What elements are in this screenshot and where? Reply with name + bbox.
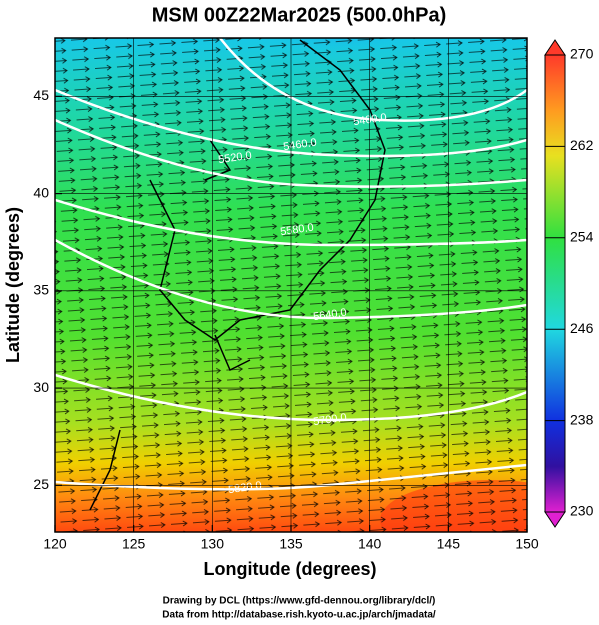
y-axis-label: Latitude (degrees) xyxy=(3,207,23,363)
credit: Data from http://database.rish.kyoto-u.a… xyxy=(162,610,436,621)
colorbar xyxy=(544,54,566,513)
coastline xyxy=(89,39,386,511)
contour-label: 5400.0 xyxy=(352,112,387,129)
y-tick-label: 30 xyxy=(33,379,49,395)
x-tick-label: 150 xyxy=(515,536,539,552)
x-tick-label: 135 xyxy=(279,536,303,552)
credit: Drawing by DCL (https://www.gfd-dennou.o… xyxy=(163,596,436,607)
x-tick-label: 120 xyxy=(43,536,67,552)
contour-label: 5820.0 xyxy=(227,480,262,497)
y-tick-label: 35 xyxy=(33,282,49,298)
y-tick-label: 40 xyxy=(33,184,49,200)
contour-label: 5700.0 xyxy=(312,412,347,429)
colorbar-tick-label: 254 xyxy=(570,229,594,245)
colorbar-tick-label: 270 xyxy=(570,46,594,62)
x-tick-label: 140 xyxy=(358,536,382,552)
x-tick-label: 145 xyxy=(437,536,461,552)
colorbar-tick-label: 238 xyxy=(570,411,594,427)
x-axis-label: Longitude (degrees) xyxy=(203,559,376,579)
colorbar-max-extension xyxy=(544,39,566,56)
contour-label: 5640.0 xyxy=(312,307,347,324)
colorbar-tick-label: 246 xyxy=(570,320,594,336)
contours xyxy=(55,38,527,491)
colorbar-min-extension xyxy=(544,511,566,528)
x-tick-label: 125 xyxy=(122,536,146,552)
y-tick-label: 45 xyxy=(33,87,49,103)
plot-area: 5400.05460.05520.05580.05640.05700.05820… xyxy=(55,38,527,532)
contour-label: 5580.0 xyxy=(279,222,314,239)
x-tick-label: 130 xyxy=(201,536,225,552)
title: MSM 00Z22Mar2025 (500.0hPa) xyxy=(152,4,447,26)
y-tick-label: 25 xyxy=(33,476,49,492)
colorbar-tick-label: 262 xyxy=(570,137,594,153)
contour-label: 5520.0 xyxy=(217,150,252,167)
colorbar-tick-label: 230 xyxy=(570,503,594,519)
